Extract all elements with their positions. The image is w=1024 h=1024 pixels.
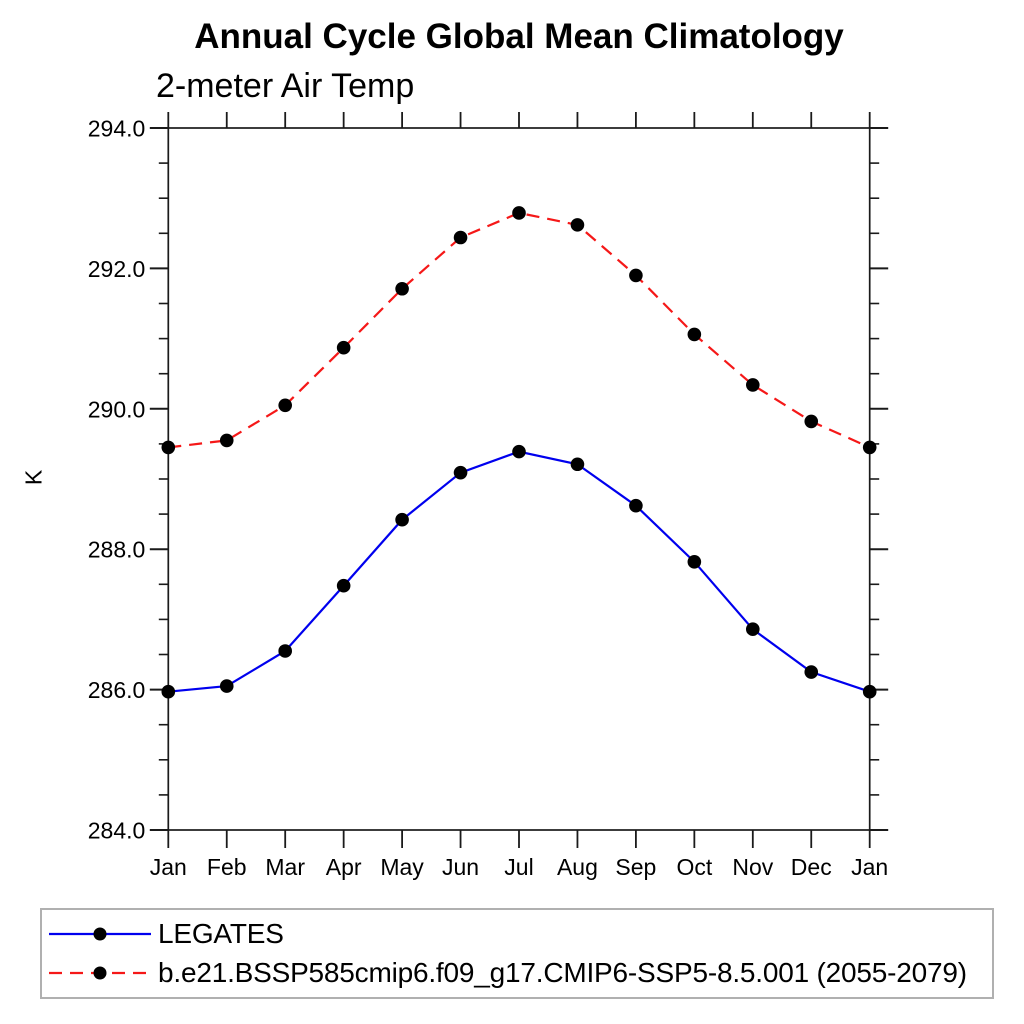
x-axis-ticks (167, 112, 871, 848)
series-line (168, 211, 871, 449)
data-point-marker (862, 440, 877, 455)
y-axis-tick-labels: 284.0 286.0 288.0 290.0 292.0 294.0 (88, 116, 146, 844)
svg-text:Sep: Sep (615, 854, 656, 880)
svg-text:Mar: Mar (265, 854, 305, 880)
data-point-marker (629, 498, 643, 513)
data-point-marker (278, 398, 293, 413)
series-ssp585 (161, 206, 877, 455)
data-point-marker (219, 433, 234, 448)
legend-label-ssp585: b.e21.BSSP585cmip6.f09_g17.CMIP6-SSP5-8.… (158, 956, 967, 988)
legend-label-legates: LEGATES (158, 918, 284, 950)
data-point-marker (278, 644, 293, 658)
svg-text:Apr: Apr (326, 854, 362, 880)
svg-text:Aug: Aug (557, 854, 598, 880)
svg-text:284.0: 284.0 (88, 818, 146, 844)
svg-text:Dec: Dec (791, 854, 832, 880)
series-line (168, 450, 871, 693)
legates-line-sample (49, 927, 151, 941)
svg-text:Jun: Jun (442, 854, 479, 880)
legend-box: LEGATES b.e21.BSSP585cmip6.f09_g17.CMIP6… (40, 908, 994, 999)
svg-text:292.0: 292.0 (88, 256, 146, 282)
data-point-marker (512, 444, 526, 459)
data-point-marker (395, 512, 409, 527)
svg-text:Oct: Oct (676, 854, 712, 880)
data-point-marker (453, 465, 468, 480)
data-point-marker (161, 440, 176, 455)
data-point-marker (804, 665, 819, 679)
svg-text:Feb: Feb (207, 854, 247, 880)
data-point-marker (687, 327, 702, 342)
data-point-marker (453, 230, 468, 245)
data-point-marker (395, 281, 409, 296)
svg-text:286.0: 286.0 (88, 677, 146, 703)
data-point-marker (336, 340, 351, 355)
svg-text:Jul: Jul (504, 854, 533, 880)
data-point-marker (804, 414, 819, 429)
svg-text:Nov: Nov (732, 854, 773, 880)
data-point-marker (161, 684, 176, 699)
ssp585-sample-marker-icon (93, 966, 107, 980)
svg-text:288.0: 288.0 (88, 537, 146, 563)
data-point-marker (570, 218, 585, 232)
data-point-marker (336, 578, 351, 593)
data-point-marker (570, 457, 585, 472)
axes-frame (167, 127, 871, 831)
data-point-marker (512, 206, 526, 220)
data-point-marker (746, 378, 760, 392)
series-legates (161, 444, 877, 699)
data-point-marker (219, 679, 234, 693)
legend-item-legates: LEGATES (46, 920, 992, 948)
svg-text:294.0: 294.0 (88, 116, 146, 142)
x-axis-tick-labels: Jan Feb Mar Apr May Jun Jul Aug Sep Oct Nov Dec Jan (150, 854, 888, 880)
legates-sample-marker-icon (93, 927, 107, 941)
legend-item-ssp585: b.e21.BSSP585cmip6.f09_g17.CMIP6-SSP5-8.… (46, 956, 992, 988)
chart-title: Annual Cycle Global Mean Climatology (194, 17, 844, 56)
ssp585-line-sample (49, 966, 151, 980)
svg-text:Jan: Jan (150, 854, 187, 880)
svg-text:290.0: 290.0 (88, 396, 146, 422)
data-point-marker (629, 268, 643, 283)
svg-text:Jan: Jan (851, 854, 888, 880)
data-point-marker (862, 684, 877, 699)
y-axis-ticks (149, 127, 889, 831)
data-point-marker (746, 622, 760, 637)
chart-subtitle: 2-meter Air Temp (156, 67, 415, 105)
data-point-marker (687, 555, 702, 569)
svg-text:May: May (380, 854, 424, 880)
plot-area: 284.0 286.0 288.0 290.0 292.0 294.0 Jan Feb Mar A… (88, 112, 889, 880)
